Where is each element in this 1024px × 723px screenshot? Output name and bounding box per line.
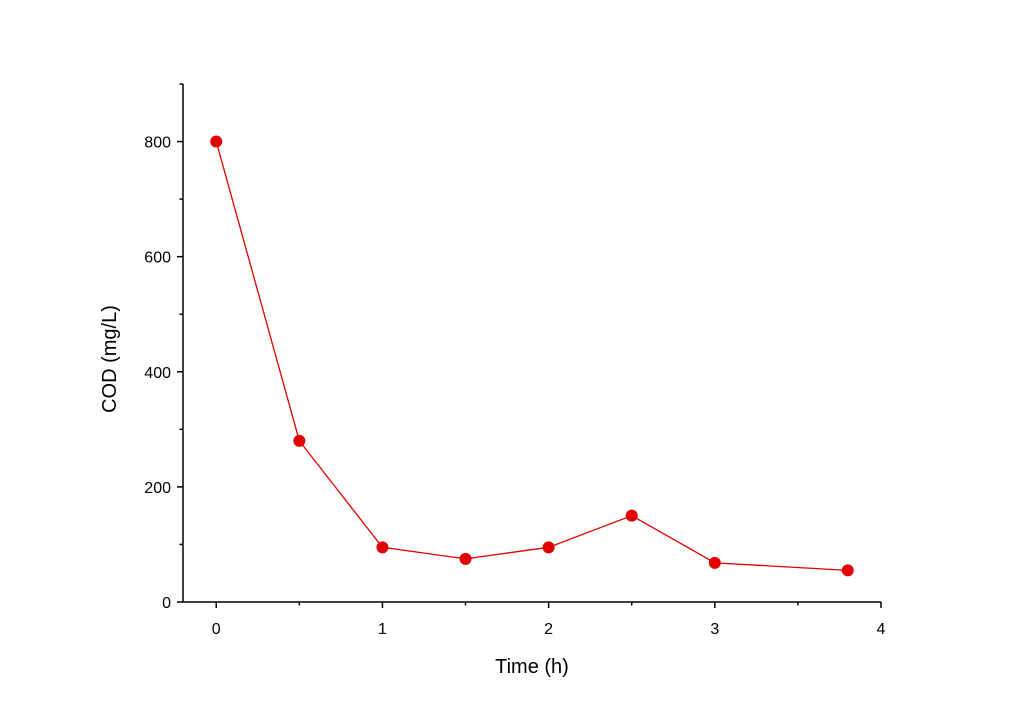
x-tick-label: 2 (544, 621, 553, 638)
y-axis-label: COD (mg/L) (99, 305, 121, 413)
series-line (215, 141, 848, 571)
data-point (376, 541, 389, 554)
data-point (459, 552, 472, 565)
y-tick-label: 0 (162, 595, 171, 612)
y-tick-label: 800 (144, 135, 171, 152)
data-point (625, 509, 638, 522)
x-ticks: 0 1 2 3 4 (212, 602, 886, 638)
data-point (542, 541, 555, 554)
y-tick-label: 200 (144, 480, 171, 497)
x-tick-label: 0 (212, 621, 221, 638)
x-tick-label: 1 (378, 621, 387, 638)
y-tick-label: 400 (144, 365, 171, 382)
data-point (841, 564, 854, 577)
axes (182, 84, 881, 603)
data-point (293, 434, 306, 447)
y-ticks: 0 200 400 600 800 (144, 83, 183, 612)
series (210, 135, 854, 577)
x-axis-label: Time (h) (495, 656, 569, 678)
x-tick-label: 3 (710, 621, 719, 638)
y-tick-label: 600 (144, 250, 171, 267)
data-point (708, 556, 721, 569)
data-point (210, 135, 223, 148)
x-tick-label: 4 (877, 621, 886, 638)
